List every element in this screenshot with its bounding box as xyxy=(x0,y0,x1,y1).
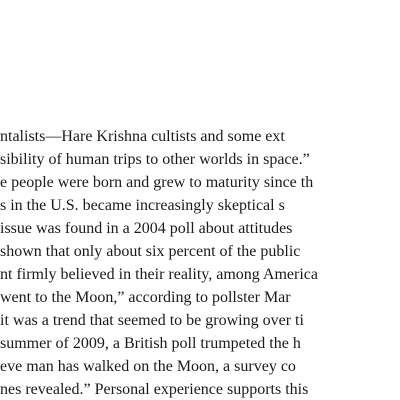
text-line: summer of 2009, a British poll trumpeted… xyxy=(0,335,301,352)
text-line: it was a trend that seemed to be growing… xyxy=(0,312,304,329)
text-line: issue was found in a 2004 poll about att… xyxy=(0,220,293,237)
text-line: eve man has walked on the Moon, a survey… xyxy=(0,358,296,375)
text-line: nes revealed.” Personal experience suppo… xyxy=(0,381,309,398)
text-line: e people were born and grew to maturity … xyxy=(0,174,314,191)
text-line: shown that only about six percent of the… xyxy=(0,243,301,260)
text-line: nt firmly believed in their reality, amo… xyxy=(0,266,318,283)
text-line: went to the Moon,” according to pollster… xyxy=(0,289,291,306)
text-line: ntalists—Hare Krishna cultists and some … xyxy=(0,128,285,145)
text-line: s in the U.S. became increasingly skepti… xyxy=(0,197,285,214)
text-line: sibility of human trips to other worlds … xyxy=(0,151,310,168)
